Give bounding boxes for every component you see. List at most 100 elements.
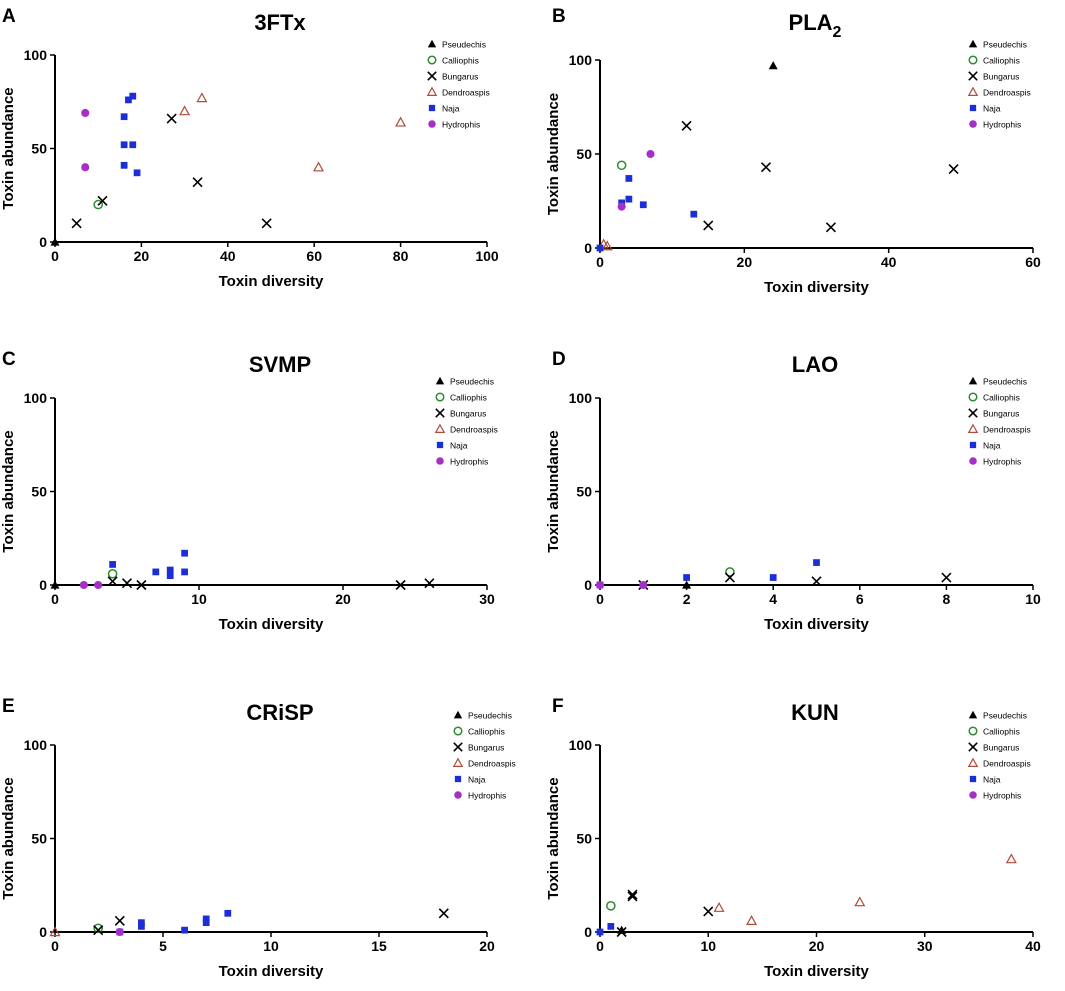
point-bungarus [681,120,692,131]
legend-marker-pseudechis [427,39,437,48]
legend-marker-naja [969,104,977,112]
legend-marker-pseudechis [435,376,445,385]
x-tick-label: 60 [306,248,322,264]
point-naja [625,195,633,203]
y-tick-label: 0 [39,234,47,250]
point-naja [202,915,210,923]
point-bungarus [811,576,822,587]
legend-label-dendroaspis: Dendroaspis [442,88,490,98]
legend-marker-hydrophis [969,120,977,128]
point-naja [152,568,160,576]
y-tick-label: 50 [576,146,592,162]
point-pseudechis [617,925,627,934]
point-bungarus [97,195,108,206]
legend: Pseudechis Calliophis Bungarus Dendroaspis N… [434,376,498,467]
point-hydrophis [81,108,90,118]
x-tick-label: 20 [737,254,753,270]
legend-label-bungarus: Bungarus [983,72,1019,82]
legend-marker-hydrophis [969,791,977,799]
chart-title: CRiSP [246,700,313,725]
legend-marker-pseudechis [968,376,978,385]
x-tick-label: 60 [1025,254,1041,270]
legend-label-dendroaspis: Dendroaspis [983,425,1031,435]
legend-marker-bungarus [427,71,437,81]
legend-marker-hydrophis [436,457,444,465]
point-naja [224,909,232,917]
point-bungarus [703,906,714,917]
x-tick-label: 40 [1025,938,1041,954]
x-tick-label: 2 [683,591,691,607]
x-axis-label: Toxin diversity [219,616,324,633]
legend-marker-calliophis [435,392,445,402]
x-tick-label: 8 [943,591,951,607]
y-tick-label: 100 [569,52,593,68]
x-tick-label: 40 [220,248,236,264]
point-naja [607,923,615,930]
legend-label-pseudechis: Pseudechis [468,711,512,721]
legend-label-dendroaspis: Dendroaspis [468,759,516,769]
y-axis-label: Toxin abundance [0,777,17,899]
x-tick-label: 30 [479,591,495,607]
legend-marker-naja [428,104,436,112]
point-bungarus [760,162,772,173]
point-bungarus [395,579,406,591]
chart-title: KUN [791,700,839,725]
panel-a: A 3FTx 0 20 40 60 80 100 0 50 100 Toxin diversity To… [0,6,499,290]
legend-label-calliophis: Calliophis [468,727,505,737]
point-hydrophis [646,149,655,159]
legend-marker-hydrophis [428,120,436,128]
legend-label-hydrophis: Hydrophis [983,457,1021,467]
legend-label-hydrophis: Hydrophis [468,791,506,801]
y-axis-label: Toxin abundance [545,93,562,215]
x-axis-label: Toxin diversity [764,616,869,633]
point-bungarus [93,925,104,936]
point-naja [683,574,690,581]
point-naja [166,572,174,580]
x-tick-label: 0 [596,254,604,270]
chart-title: 3FTx [254,10,306,35]
legend-marker-bungarus [453,742,463,752]
y-tick-label: 0 [39,577,47,593]
legend-marker-dendroaspis [967,423,979,433]
legend-label-bungarus: Bungarus [983,743,1019,753]
legend-label-calliophis: Calliophis [442,56,479,66]
legend: Pseudechis Calliophis Bungarus Dendroaspis N… [967,711,1031,801]
legend-label-pseudechis: Pseudechis [983,40,1027,50]
point-bungarus [114,915,125,926]
y-tick-label: 0 [584,577,592,593]
point-naja [129,92,137,100]
point-naja [202,919,210,927]
point-hydrophis [94,580,103,590]
panel-e: E CRiSP 0 5 10 15 20 0 50 100 Toxin diversity Toxin… [0,696,516,980]
x-axis-label: Toxin diversity [764,279,869,296]
y-tick-label: 100 [569,390,593,406]
y-tick-label: 50 [31,141,47,157]
point-naja [639,201,647,209]
point-bungarus [724,572,735,583]
x-tick-label: 0 [51,938,59,954]
point-bungarus [627,891,638,902]
point-dendroaspis [746,915,758,925]
panel-f: F KUN 0 10 20 30 40 0 50 100 Toxin diversity Toxin … [545,696,1041,980]
y-axis-label: Toxin abundance [0,430,17,552]
legend-label-calliophis: Calliophis [983,393,1020,403]
point-naja [166,566,174,574]
x-tick-label: 6 [856,591,864,607]
y-axis-label: Toxin abundance [0,87,17,209]
point-naja [120,161,128,169]
legend-marker-dendroaspis [967,86,979,96]
point-dendroaspis [1005,853,1017,864]
panel-letter: A [2,6,16,27]
legend-marker-bungarus [435,408,445,418]
point-naja [813,559,820,566]
legend-label-dendroaspis: Dendroaspis [450,425,498,435]
x-tick-label: 4 [769,591,777,607]
x-tick-label: 20 [479,938,495,954]
legend-marker-calliophis [453,726,463,736]
point-naja [120,113,128,121]
point-pseudechis [768,61,778,70]
legend-label-calliophis: Calliophis [983,56,1020,66]
x-tick-label: 40 [881,254,897,270]
point-bungarus [166,113,177,124]
legend-marker-pseudechis [968,39,978,48]
